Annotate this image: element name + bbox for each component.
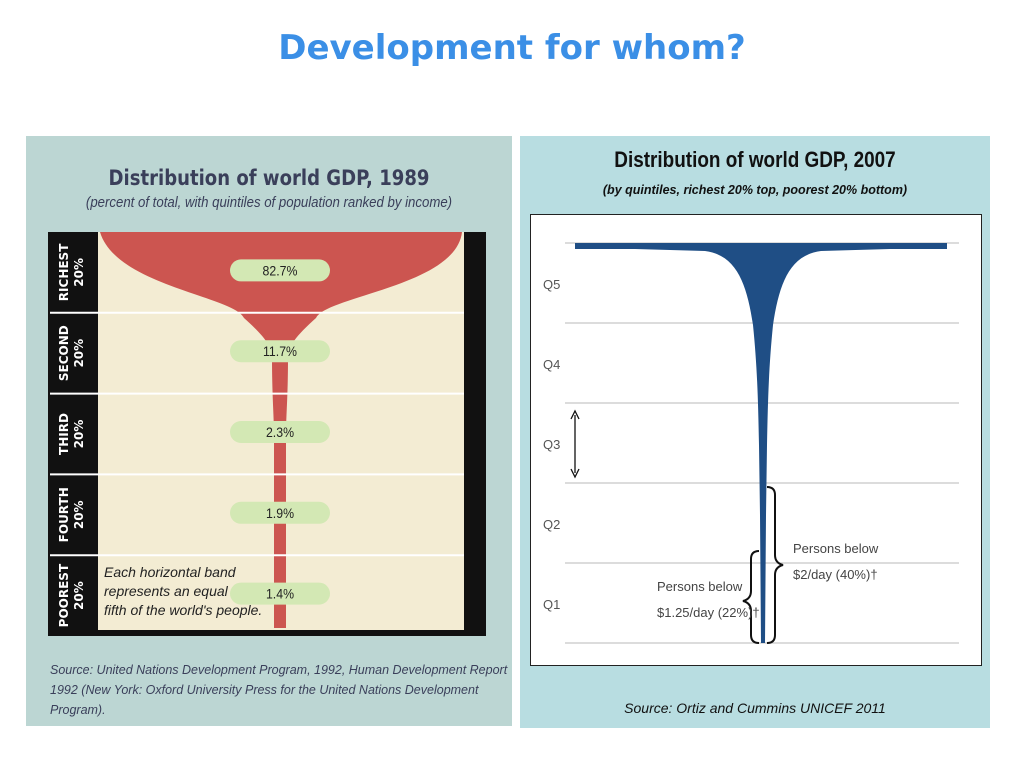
band-label-fourth: FOURTH 20% (57, 487, 86, 542)
below-2-brace (766, 486, 784, 644)
quintile-label-q2: Q2 (543, 517, 560, 532)
band-label-richest: RICHEST 20% (57, 243, 86, 301)
value-pill: 11.7% (230, 340, 330, 363)
band-label-third: THIRD 20% (57, 413, 86, 455)
band-label-pct: 20% (72, 258, 86, 287)
left-source-line-2: 1992 (New York: Oxford University Press … (50, 683, 479, 717)
band-label-poorest: POOREST 20% (57, 563, 86, 627)
value-label: 82.7% (263, 263, 298, 279)
below-2-label: $2/day (40%)† (793, 567, 878, 582)
below-125-brace (742, 550, 760, 644)
band-label-pct: 20% (72, 420, 86, 449)
left-chart-source: Source: United Nations Development Progr… (50, 660, 510, 720)
value-label: 1.9% (266, 505, 294, 521)
right-chart-title: Distribution of world GDP, 2007 (614, 147, 896, 172)
band-label-name: RICHEST (57, 243, 71, 301)
band-label-pct: 20% (72, 339, 86, 368)
band-label-pct: 20% (72, 500, 86, 529)
left-funnel-chart: RICHEST 20%SECOND 20%THIRD 20%FOURTH 20%POOR… (48, 232, 486, 636)
quintile-label-q4: Q4 (543, 357, 560, 372)
right-champagne-chart: Q5 Q4 Q3 Q2 Q1 Persons below $2/day (40%)† Pers… (543, 242, 959, 644)
below-125-label: Persons below (657, 579, 743, 594)
band-label-pct: 20% (72, 581, 86, 610)
slide-title: Development for whom? (278, 28, 746, 68)
value-pill: 1.4% (230, 582, 330, 605)
right-chart-source: Source: Ortiz and Cummins UNICEF 2011 (624, 700, 886, 716)
value-pill: 1.9% (230, 501, 330, 524)
band-note-line: fifth of the world's people. (104, 602, 262, 618)
band-label-name: FOURTH (57, 487, 71, 542)
below-125-label: $1.25/day (22%)† (657, 605, 760, 620)
value-pill-bg (230, 340, 330, 363)
band-note-line: Each horizontal band (104, 564, 237, 580)
value-label: 11.7% (263, 343, 297, 359)
left-chart-panel: Distribution of world GDP, 1989 (percent… (26, 136, 512, 726)
band-label-name: POOREST (57, 563, 71, 627)
band-label-second: SECOND 20% (57, 325, 86, 381)
right-chart-panel: Distribution of world GDP, 2007 (by quin… (520, 136, 990, 728)
value-pill-bg (230, 501, 330, 524)
right-chart-area: Q5 Q4 Q3 Q2 Q1 Persons below $2/day (40%)† Pers… (530, 214, 982, 666)
value-label: 1.4% (266, 586, 294, 602)
below-2-label: Persons below (793, 541, 879, 556)
band-label-name: SECOND (57, 325, 71, 381)
left-chart-title: Distribution of world GDP, 1989 (108, 166, 430, 190)
left-source-line-1: Source: United Nations Development Progr… (50, 663, 508, 677)
quintile-label-q3: Q3 (543, 437, 560, 452)
quintile-label-q1: Q1 (543, 597, 560, 612)
value-pill-bg (230, 582, 330, 605)
value-pill-bg (230, 421, 330, 443)
left-chart-subtitle: (percent of total, with quintiles of pop… (85, 194, 453, 211)
right-chart-subtitle: (by quintiles, richest 20% top, poorest … (602, 183, 908, 197)
q3-arrow-head-up (570, 409, 580, 420)
value-pill: 82.7% (230, 259, 330, 282)
value-label: 2.3% (266, 424, 294, 440)
distribution-shape (575, 243, 947, 643)
band-label-name: THIRD (57, 413, 71, 455)
value-pill: 2.3% (230, 421, 330, 443)
quintile-label-q5: Q5 (543, 277, 560, 292)
band-note-line: represents an equal (104, 583, 229, 599)
q3-arrow-head-down (570, 468, 580, 479)
value-pill-bg (230, 259, 330, 282)
